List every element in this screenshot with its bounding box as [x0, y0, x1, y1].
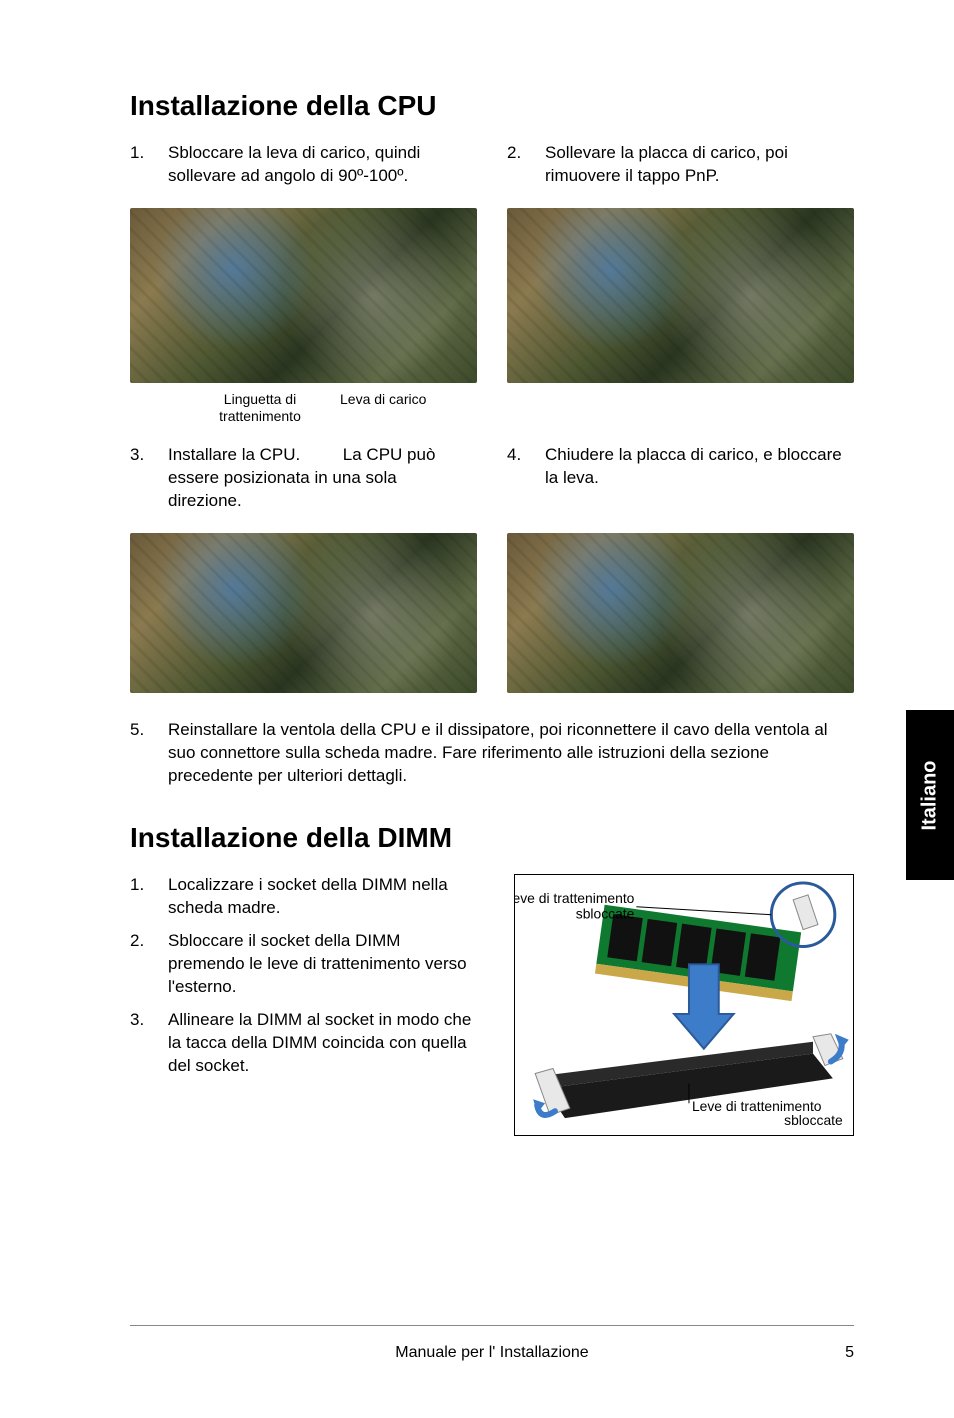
- step3-number: 3.: [130, 444, 150, 513]
- dimm-step2-text: Sbloccare il socket della DIMM premendo …: [168, 930, 490, 999]
- caption-retention-tab: Linguetta di trattenimento: [200, 391, 320, 425]
- dimm-step2-number: 2.: [130, 930, 150, 999]
- cpu-image-step3: [130, 533, 477, 693]
- dimm-label-top-l2: sbloccate: [576, 906, 635, 922]
- language-tab: Italiano: [906, 710, 954, 880]
- language-tab-label: Italiano: [919, 760, 942, 830]
- step3-text: Installare la CPU. La CPU può essere pos…: [168, 444, 477, 513]
- caption-load-lever: Leva di carico: [340, 391, 426, 425]
- dimm-label-bottom-l2: sbloccate: [784, 1112, 843, 1128]
- step4-number: 4.: [507, 444, 527, 490]
- step5-text: Reinstallare la ventola della CPU e il d…: [168, 719, 854, 788]
- step2-number: 2.: [507, 142, 527, 188]
- footer-title: Manuale per l' Installazione: [395, 1344, 588, 1362]
- dimm-step3-number: 3.: [130, 1009, 150, 1078]
- page-number: 5: [845, 1344, 854, 1362]
- heading-cpu: Installazione della CPU: [130, 90, 854, 122]
- dimm-label-top-l1: Leve di trattenimento: [515, 890, 635, 906]
- step2-text: Sollevare la placca di carico, poi rimuo…: [545, 142, 854, 188]
- step5-number: 5.: [130, 719, 150, 788]
- step1-number: 1.: [130, 142, 150, 188]
- step3-text-a: Installare la CPU.: [168, 445, 300, 464]
- cpu-image-step2: [507, 208, 854, 383]
- dimm-step3-text: Allineare la DIMM al socket in modo che …: [168, 1009, 490, 1078]
- heading-dimm: Installazione della DIMM: [130, 822, 854, 854]
- cpu-image-step1: [130, 208, 477, 383]
- step1-text: Sbloccare la leva di carico, quindi soll…: [168, 142, 477, 188]
- dimm-step1-text: Localizzare i socket della DIMM nella sc…: [168, 874, 490, 920]
- cpu-image-step4: [507, 533, 854, 693]
- step4-text: Chiudere la placca di carico, e bloccare…: [545, 444, 854, 490]
- dimm-step1-number: 1.: [130, 874, 150, 920]
- dimm-diagram: Leve di trattenimento sbloccate Leve di …: [514, 874, 854, 1136]
